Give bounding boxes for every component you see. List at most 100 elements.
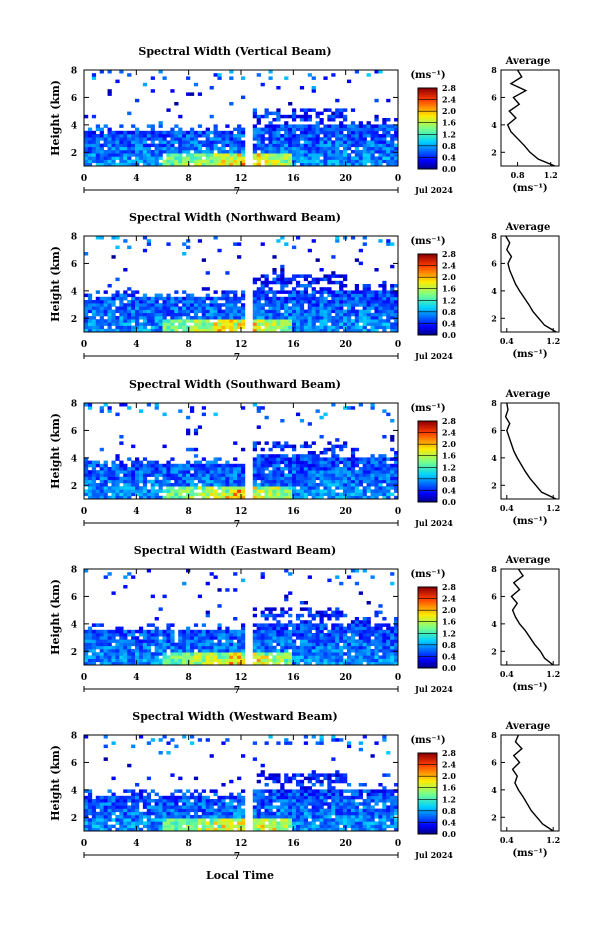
- heatmap-cell: [339, 476, 344, 481]
- heatmap-cell: [193, 322, 199, 326]
- heatmap-cell: [158, 328, 163, 333]
- heatmap-cell: [358, 626, 363, 631]
- heatmap-cell: [350, 319, 356, 323]
- heatmap-cell: [288, 322, 293, 326]
- heatmap-cell: [213, 479, 218, 484]
- heatmap-cell: [288, 655, 293, 659]
- heatmap-cell: [201, 306, 206, 310]
- heatmap-cell: [201, 143, 206, 148]
- heatmap-cell: [292, 274, 297, 278]
- heatmap-cell: [394, 652, 399, 656]
- heatmap-cell: [107, 572, 112, 576]
- heatmap-cell: [189, 127, 195, 132]
- heatmap-cell: [343, 642, 348, 647]
- heatmap-cell: [213, 124, 218, 128]
- heatmap-cell: [370, 325, 375, 330]
- heatmap-cell: [186, 239, 191, 243]
- heatmap-cell: [182, 636, 187, 640]
- heatmap-cell: [303, 130, 309, 135]
- heatmap-cell: [343, 639, 348, 643]
- heatmap-cell: [123, 629, 128, 634]
- heatmap-cell: [350, 645, 356, 650]
- heatmap-cell: [339, 108, 344, 112]
- heatmap-cell: [107, 146, 112, 151]
- heatmap-cell: [103, 808, 108, 813]
- heatmap-cell: [201, 473, 206, 477]
- heatmap-cell: [115, 316, 120, 320]
- heatmap-cell: [319, 617, 324, 621]
- heatmap-cell: [84, 473, 89, 477]
- heatmap-cell: [221, 293, 226, 298]
- heatmap-cell: [233, 652, 238, 656]
- heatmap-cell: [346, 645, 352, 650]
- heatmap-cell: [331, 463, 336, 468]
- heatmap-cell: [307, 620, 312, 624]
- heatmap-cell: [315, 610, 320, 615]
- heatmap-cell: [366, 623, 371, 627]
- heatmap-cell: [311, 639, 316, 643]
- heatmap-cell: [288, 470, 293, 474]
- heatmap-cell: [197, 156, 203, 160]
- heatmap-cell: [158, 153, 163, 157]
- heatmap-cell: [87, 818, 93, 822]
- heatmap-cell: [311, 322, 316, 326]
- heatmap-cell: [295, 127, 301, 132]
- heatmap-cell: [346, 483, 352, 487]
- heatmap-cell: [292, 159, 297, 164]
- heatmap-cell: [131, 470, 136, 474]
- heatmap-cell: [233, 495, 238, 500]
- heatmap-cell: [350, 290, 356, 294]
- heatmap-cell: [264, 293, 269, 298]
- heatmap-cell: [319, 613, 324, 618]
- heatmap-cell: [358, 121, 363, 125]
- heatmap-cell: [315, 150, 320, 154]
- heatmap-cell: [154, 303, 159, 307]
- heatmap-cell: [107, 328, 112, 333]
- heatmap-cell: [323, 287, 328, 291]
- heatmap-cell: [331, 274, 336, 278]
- heatmap-cell: [84, 802, 89, 806]
- heatmap-cell: [354, 258, 360, 262]
- heatmap-cell: [150, 479, 155, 484]
- heatmap-cell: [374, 629, 379, 634]
- heatmap-cell: [252, 467, 257, 471]
- heatmap-cell: [178, 143, 183, 148]
- colorbar-tick-label: 0.0: [442, 164, 456, 174]
- heatmap-cell: [182, 811, 187, 816]
- heatmap-cell: [193, 156, 199, 160]
- heatmap-cell: [166, 629, 171, 634]
- heatmap-cell: [186, 92, 191, 96]
- heatmap-cell: [170, 738, 175, 742]
- heatmap-cell: [331, 271, 336, 275]
- heatmap-cell: [84, 457, 89, 461]
- heatmap-cell: [131, 444, 136, 449]
- heatmap-cell: [193, 483, 199, 487]
- heatmap-cell: [276, 274, 281, 278]
- heatmap-cell: [186, 316, 191, 320]
- heatmap-cell: [358, 162, 363, 167]
- y-tick-label: 4: [71, 454, 77, 464]
- heatmap-cell: [339, 284, 344, 288]
- heatmap-cell: [303, 319, 309, 323]
- heatmap-cell: [197, 300, 203, 304]
- heatmap-cell: [225, 639, 230, 643]
- heatmap-cell: [107, 150, 112, 154]
- heatmap-cell: [193, 661, 199, 666]
- heatmap-cell: [182, 467, 187, 471]
- heatmap-cell: [87, 293, 93, 298]
- heatmap-cell: [127, 162, 132, 167]
- heatmap-cell: [315, 296, 320, 301]
- heatmap-cell: [233, 636, 238, 640]
- heatmap-cell: [201, 316, 206, 320]
- heatmap-cell: [374, 124, 379, 128]
- heatmap-cell: [335, 645, 340, 650]
- heatmap-cell: [299, 290, 305, 294]
- heatmap-cell: [107, 629, 112, 634]
- heatmap-cell: [260, 623, 265, 627]
- heatmap-cell: [295, 623, 301, 627]
- heatmap-cell: [182, 483, 187, 487]
- heatmap-cell: [127, 639, 132, 643]
- heatmap-cell: [166, 811, 171, 816]
- heatmap-cell: [158, 824, 163, 829]
- heatmap-cell: [323, 322, 328, 326]
